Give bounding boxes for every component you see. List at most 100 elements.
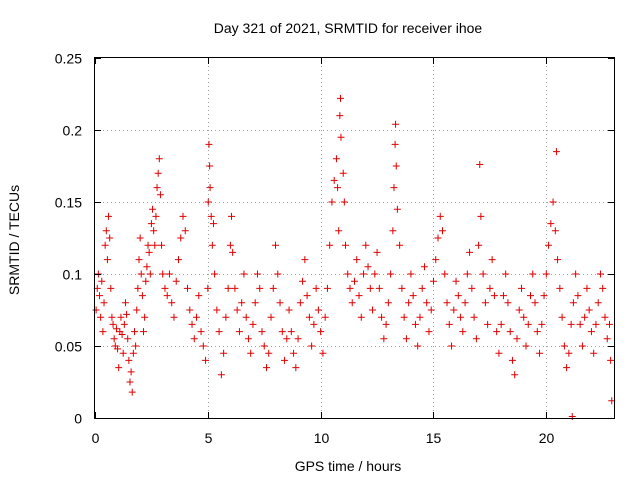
data-point — [585, 306, 593, 314]
data-point — [163, 292, 171, 300]
data-point — [508, 356, 516, 364]
data-point — [177, 234, 185, 242]
data-point — [477, 212, 485, 220]
data-point — [274, 270, 282, 278]
data-point — [96, 292, 104, 300]
data-point — [126, 378, 134, 386]
x-tick-labels: 0 5 10 15 20 — [92, 430, 555, 446]
data-point — [382, 320, 390, 328]
data-point — [123, 310, 131, 318]
data-point — [132, 342, 140, 350]
data-point — [120, 320, 128, 328]
data-point — [202, 356, 210, 364]
data-point — [204, 284, 212, 292]
data-point — [330, 176, 338, 184]
data-point — [420, 263, 428, 271]
data-point — [479, 270, 487, 278]
data-point — [357, 313, 365, 321]
data-point — [204, 198, 212, 206]
data-point — [396, 241, 404, 249]
data-point — [364, 263, 372, 271]
y-axis-label: SRMTID / TECUs — [6, 185, 22, 295]
data-point — [115, 364, 123, 372]
data-point — [190, 335, 198, 343]
data-point — [112, 325, 120, 333]
data-point — [371, 270, 379, 278]
data-point — [384, 299, 392, 307]
data-point — [400, 313, 408, 321]
data-point — [222, 313, 230, 321]
data-point — [127, 368, 135, 376]
data-point — [193, 313, 201, 321]
data-point — [567, 320, 575, 328]
data-point — [258, 328, 266, 336]
axis-ticks — [95, 58, 614, 419]
data-point — [409, 292, 417, 300]
data-point — [332, 155, 340, 163]
data-point — [321, 313, 329, 321]
plot-frame — [94, 57, 615, 419]
data-point — [545, 241, 553, 249]
data-point — [130, 328, 138, 336]
data-point — [328, 198, 336, 206]
data-point — [520, 313, 528, 321]
data-point — [339, 169, 347, 177]
data-point — [434, 234, 442, 242]
data-point — [105, 212, 113, 220]
data-point — [294, 335, 302, 343]
data-point — [552, 148, 560, 156]
data-point — [499, 292, 507, 300]
data-point — [427, 306, 435, 314]
data-point — [392, 162, 400, 170]
data-point — [269, 284, 277, 292]
data-point — [463, 270, 471, 278]
data-point — [341, 241, 349, 249]
data-point — [140, 328, 148, 336]
data-point — [452, 277, 460, 285]
data-point — [457, 313, 465, 321]
data-point — [159, 270, 167, 278]
data-point — [108, 313, 116, 321]
data-point — [414, 342, 422, 350]
data-point — [542, 270, 550, 278]
data-point — [317, 328, 325, 336]
data-point — [522, 342, 530, 350]
data-point — [125, 356, 133, 364]
data-point — [150, 227, 158, 235]
data-point — [99, 328, 107, 336]
data-point — [353, 256, 361, 264]
data-point — [366, 284, 374, 292]
data-point — [337, 133, 345, 141]
data-point — [346, 284, 354, 292]
data-point — [468, 284, 476, 292]
data-point — [351, 277, 358, 285]
data-point — [587, 328, 595, 336]
data-point — [533, 328, 541, 336]
data-point — [231, 284, 239, 292]
data-point — [129, 349, 137, 357]
data-point — [536, 349, 544, 357]
data-point — [265, 349, 273, 357]
data-point — [135, 256, 143, 264]
data-point — [441, 270, 449, 278]
data-point — [233, 306, 241, 314]
data-point — [336, 112, 344, 120]
data-point — [459, 328, 467, 336]
data-point — [576, 320, 584, 328]
data-point — [119, 349, 127, 357]
data-point — [490, 292, 498, 300]
data-point — [592, 320, 600, 328]
data-point — [235, 328, 243, 336]
data-point — [267, 313, 275, 321]
data-point — [206, 184, 214, 192]
x-tick-label: 10 — [314, 430, 330, 446]
x-tick-label: 20 — [539, 430, 555, 446]
data-point — [133, 306, 141, 314]
data-point — [128, 388, 136, 396]
data-point — [272, 241, 280, 249]
y-tick-label: 0.25 — [55, 51, 82, 67]
data-point — [179, 212, 187, 220]
data-point — [101, 241, 109, 249]
data-point — [470, 313, 478, 321]
data-point — [256, 284, 264, 292]
